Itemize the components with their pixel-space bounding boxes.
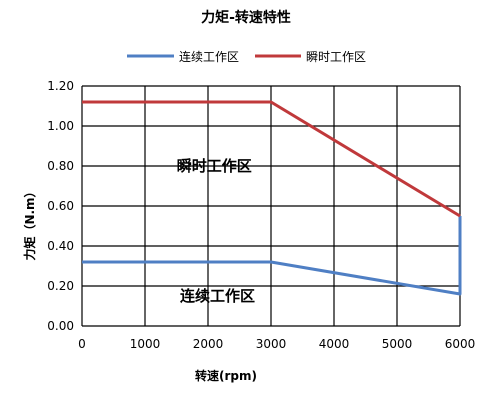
x-tick-label: 1000 — [130, 337, 161, 351]
x-tick-label: 0 — [78, 337, 86, 351]
series-line — [82, 100, 461, 218]
y-tick-label: 0.20 — [47, 279, 74, 293]
region-label: 瞬时工作区 — [177, 157, 252, 175]
region-label: 连续工作区 — [180, 287, 255, 305]
axes: 0.00 0.20 0.40 0.60 0.80 1.00 1.20 0 1000 2000 300… — [47, 79, 475, 351]
x-tick-label: 3000 — [256, 337, 287, 351]
x-tick-label: 6000 — [445, 337, 476, 351]
series — [82, 100, 462, 296]
y-tick-label: 0.00 — [47, 319, 74, 333]
x-tick-label: 5000 — [382, 337, 413, 351]
legend: 连续工作区 瞬时工作区 — [127, 49, 366, 64]
y-axis-label: 力矩（N.m） — [22, 185, 37, 260]
chart-title: 力矩-转速特性 — [201, 9, 291, 26]
y-tick-label: 0.80 — [47, 159, 74, 173]
legend-label-peak: 瞬时工作区 — [306, 50, 366, 64]
y-tick-label: 0.60 — [47, 199, 74, 213]
x-axis-label: 转速(rpm) — [195, 368, 257, 383]
grid — [81, 85, 461, 327]
x-tick-label: 2000 — [193, 337, 224, 351]
y-tick-label: 1.00 — [47, 119, 74, 133]
y-tick-label: 1.20 — [47, 79, 74, 93]
y-tick-label: 0.40 — [47, 239, 74, 253]
legend-label-continuous: 连续工作区 — [179, 49, 239, 64]
x-tick-label: 4000 — [319, 337, 350, 351]
series-line — [82, 216, 462, 296]
